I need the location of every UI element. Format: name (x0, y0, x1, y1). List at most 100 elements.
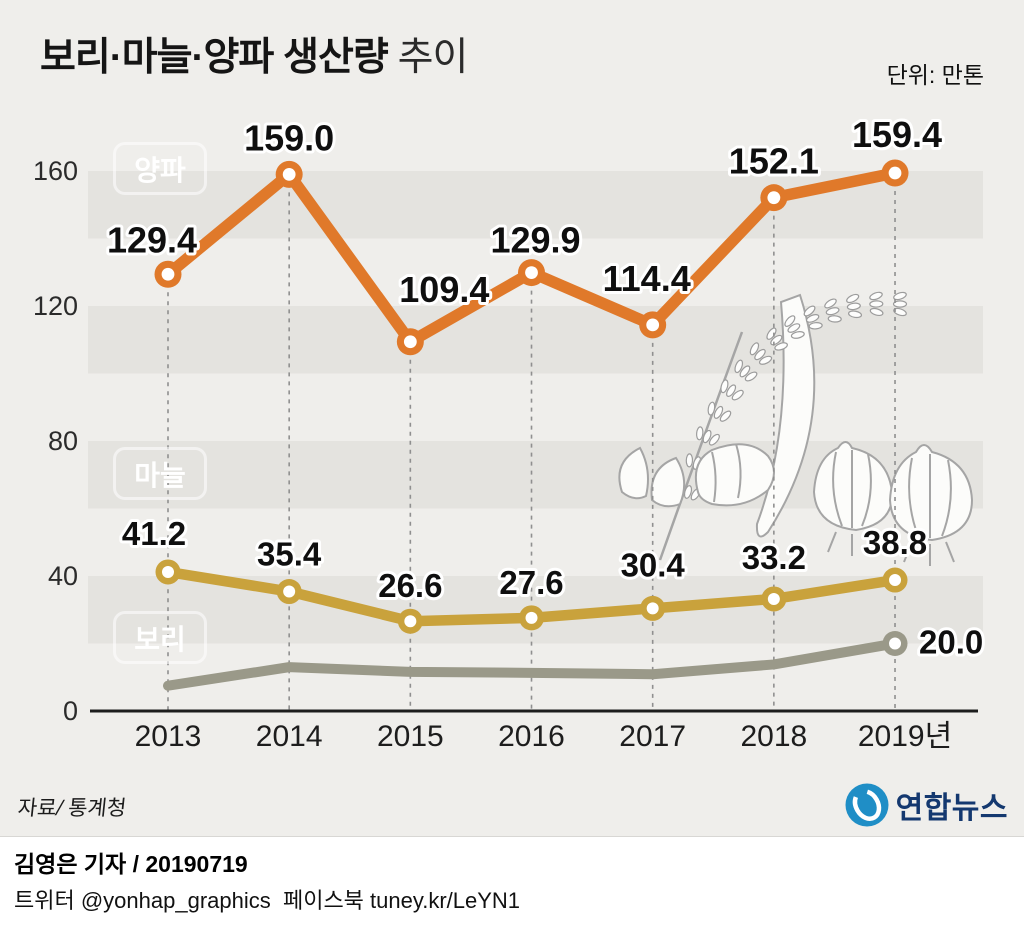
barley-grain (847, 310, 863, 319)
garlic-bulb-lines (711, 443, 742, 503)
barley-grain (846, 293, 860, 304)
barley-grain (685, 453, 694, 468)
value-label-마늘-2013: 41.2 (122, 515, 186, 552)
barley-grain (702, 429, 712, 444)
marker-center (889, 637, 902, 650)
title-sub: 추이 (387, 36, 469, 79)
value-label-양파-2016: 129.9 (490, 220, 580, 261)
barley-grain (805, 313, 820, 323)
barley-grain (893, 291, 907, 301)
value-label-보리-2019: 20.0 (919, 624, 983, 661)
barley-grain (869, 291, 883, 301)
onion-lines (908, 454, 952, 538)
barley-grain (790, 331, 805, 339)
barley-grain (803, 305, 816, 317)
crops-illustration (618, 291, 974, 566)
barley-grain (824, 298, 837, 309)
marker-center (161, 267, 175, 281)
value-label-양파-2014: 159.0 (244, 117, 334, 158)
legend-label-barley: 보리 (134, 623, 186, 655)
marker-center (525, 611, 538, 624)
marker-center (767, 592, 780, 605)
marker-center (282, 167, 296, 181)
x-tick-2014: 2014 (256, 720, 323, 753)
barley-grain (719, 410, 732, 422)
barley-grain (695, 426, 704, 441)
series-lines (154, 159, 909, 691)
band-100-120 (88, 306, 983, 374)
barley-grain (726, 384, 737, 397)
y-tick-120: 120 (33, 291, 78, 321)
x-tick-2018: 2018 (740, 720, 807, 753)
value-label-마늘-2017: 30.4 (621, 546, 686, 583)
legend-label-onion: 양파 (134, 154, 186, 186)
barley-grain (827, 315, 842, 323)
value-label-마늘-2014: 35.4 (257, 536, 322, 573)
x-tick-2017: 2017 (619, 720, 686, 753)
title-main: 보리·마늘·양파 생산량 (40, 36, 389, 79)
y-tick-80: 80 (48, 426, 78, 456)
page-title: 보리·마늘·양파 생산량 추이 (40, 26, 469, 82)
y-tick-0: 0 (63, 696, 78, 726)
legend-chip-barley: 보리 (116, 614, 204, 661)
marker-center (403, 335, 417, 349)
production-line-chart: 0 40 80 120 160 2013 2014 2015 2016 2017 2018 2019년… (33, 111, 986, 753)
marker-center (283, 585, 296, 598)
source-label: 자료/ 통계청 (16, 797, 128, 820)
barley-grain (744, 371, 758, 382)
barley-grain (825, 307, 840, 316)
marker-center (646, 602, 659, 615)
barley-leaf (755, 293, 816, 538)
value-label-양파-2018: 152.1 (729, 141, 819, 182)
x-tick-2013: 2013 (135, 720, 202, 753)
yonhap-logo: 연합뉴스 (844, 782, 1008, 828)
barley-grain (808, 322, 823, 330)
garlic-clove-icon (650, 456, 686, 508)
social-line: 트위터 @yonhap_graphics 페이스북 tuney.kr/LeYN1 (14, 888, 521, 913)
barley-grain (720, 379, 729, 394)
value-label-마늘-2016: 27.6 (499, 564, 563, 601)
dashed-year-gridlines (167, 173, 896, 711)
value-label-마늘-2018: 33.2 (742, 539, 806, 576)
barley-grain (869, 307, 884, 317)
onion-roots (827, 531, 875, 556)
value-label-양파-2013: 129.4 (107, 219, 197, 260)
barley-grain (758, 355, 773, 365)
y-tick-40: 40 (48, 561, 78, 591)
garlic-clove-icon (618, 446, 649, 500)
legend-chip-garlic: 마늘 (116, 450, 204, 497)
unit-label: 단위: 만톤 (886, 62, 984, 88)
onion-roots (903, 541, 955, 566)
barley-grain (774, 342, 788, 351)
marker-center (525, 266, 538, 279)
barley-grain (739, 365, 751, 378)
yonhap-globe-icon (845, 783, 889, 827)
barley-grain (869, 300, 884, 308)
x-tick-2015: 2015 (377, 720, 444, 753)
value-labels: 20.0 41.2 35.4 26.6 27.6 30.4 33.2 38.8 129.4 159… (104, 111, 986, 663)
barley-grain (892, 300, 908, 308)
value-label-양파-2019: 159.4 (852, 114, 942, 155)
legend-chip-onion: 양파 (116, 145, 204, 192)
x-tick-2019: 2019년 (858, 720, 952, 753)
barley-grain (713, 405, 724, 419)
barley-grain (787, 323, 801, 333)
x-tick-2016: 2016 (498, 720, 565, 753)
series-line-보리 (163, 638, 901, 691)
y-tick-160: 160 (33, 156, 78, 186)
barley-grain (749, 342, 760, 356)
barley-grain (784, 315, 796, 327)
barley-grain (683, 485, 693, 499)
axis-tick-labels: 0 40 80 120 160 2013 2014 2015 2016 2017 2018 2019년 (33, 156, 952, 753)
barley-grain (707, 401, 716, 416)
value-label-마늘-2019: 38.8 (863, 524, 927, 561)
value-label-양파-2017: 114.4 (603, 258, 691, 299)
marker-center (889, 574, 902, 587)
barley-grain (734, 359, 744, 374)
marker-center (767, 191, 781, 205)
marker-center (888, 166, 902, 180)
value-label-마늘-2015: 26.6 (378, 567, 442, 604)
marker-center (404, 615, 417, 628)
footer: 김영은 기자 / 20190719 트위터 @yonhap_graphics 페… (0, 836, 1024, 926)
